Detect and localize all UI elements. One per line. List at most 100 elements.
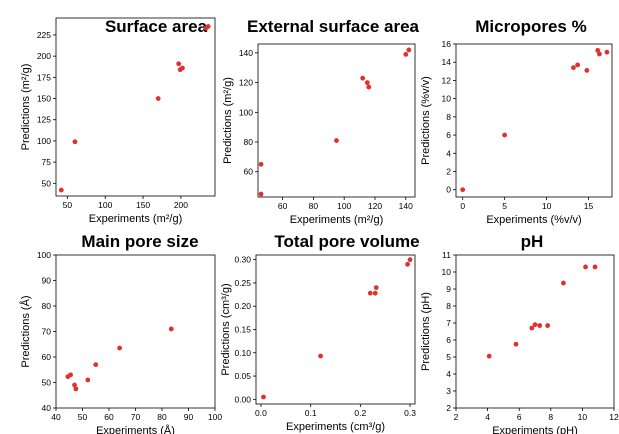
y-tick-label: 0 xyxy=(446,185,451,195)
data-point xyxy=(156,96,161,101)
x-tick-label: 0.0 xyxy=(255,408,267,418)
y-tick-label: 0.25 xyxy=(234,278,251,288)
x-tick-label: 60 xyxy=(104,412,114,422)
data-point xyxy=(502,133,507,138)
y-tick-label: 0.10 xyxy=(234,348,251,358)
x-tick-label: 5 xyxy=(502,201,507,211)
data-point xyxy=(366,85,371,90)
chart-title: Main pore size xyxy=(81,232,198,251)
y-tick-label: 60 xyxy=(244,167,254,177)
x-tick-label: 4 xyxy=(485,412,490,422)
x-tick-label: 80 xyxy=(157,412,167,422)
data-point xyxy=(537,323,542,328)
x-axis-label: Experiments (m²/g) xyxy=(290,214,384,226)
data-point xyxy=(68,372,73,377)
y-tick-label: 4 xyxy=(446,369,451,379)
y-tick-label: 175 xyxy=(37,72,51,82)
data-point xyxy=(259,162,264,167)
chart-ph: pH Experiments (pH) Predictions (pH) 2 4 6… xyxy=(420,232,619,434)
x-tick-label: 120 xyxy=(368,201,382,211)
x-tick-label: 10 xyxy=(542,201,552,211)
y-tick-label: 8 xyxy=(446,301,451,311)
x-tick-label: 2 xyxy=(454,412,459,422)
data-point xyxy=(408,257,413,262)
chart-external-surface-area: External surface area Experiments (m²/g)… xyxy=(222,17,420,226)
y-tick-label: 80 xyxy=(244,137,254,147)
data-point xyxy=(405,262,410,267)
x-tick-label: 6 xyxy=(517,412,522,422)
y-tick-label: 125 xyxy=(37,115,51,125)
y-tick-label: 90 xyxy=(42,276,52,286)
data-point xyxy=(406,48,411,53)
data-point xyxy=(93,362,98,367)
chart-title: pH xyxy=(521,232,544,251)
y-axis-label: Predictions (m²/g) xyxy=(222,77,234,164)
data-point xyxy=(85,378,90,383)
y-tick-label: 8 xyxy=(446,112,451,122)
x-axis-label: Experiments (Å) xyxy=(96,424,175,434)
data-point xyxy=(334,138,339,143)
data-point xyxy=(117,346,122,351)
y-tick-label: 100 xyxy=(239,107,253,117)
y-tick-label: 40 xyxy=(42,403,52,413)
x-tick-label: 50 xyxy=(78,412,88,422)
chart-title: Total pore volume xyxy=(274,232,419,251)
x-tick-label: 140 xyxy=(399,201,413,211)
data-point xyxy=(206,24,211,29)
plot-area xyxy=(456,44,612,197)
y-axis-label: Predictions (cm³/g) xyxy=(220,283,232,375)
x-tick-label: 50 xyxy=(63,200,73,210)
x-tick-label: 100 xyxy=(98,200,112,210)
x-tick-label: 90 xyxy=(184,412,194,422)
y-tick-label: 9 xyxy=(446,284,451,294)
data-point xyxy=(487,354,492,359)
plot-area xyxy=(256,255,415,404)
y-tick-label: 16 xyxy=(442,39,452,49)
data-point xyxy=(261,395,266,400)
data-point xyxy=(545,323,550,328)
chart-title: Surface area xyxy=(105,17,208,36)
x-axis-label: Experiments (pH) xyxy=(492,425,578,434)
data-point xyxy=(403,52,408,57)
x-tick-label: 100 xyxy=(337,201,351,211)
x-tick-label: 40 xyxy=(51,412,61,422)
y-tick-label: 50 xyxy=(42,178,52,188)
x-tick-label: 0.3 xyxy=(404,408,416,418)
data-point xyxy=(583,265,588,270)
y-tick-label: 150 xyxy=(37,94,51,104)
y-tick-label: 0.15 xyxy=(234,325,251,335)
y-axis-label: Predictions (m²/g) xyxy=(20,64,32,151)
plot-area xyxy=(258,44,415,197)
x-tick-label: 10 xyxy=(578,412,588,422)
y-tick-label: 12 xyxy=(442,75,452,85)
x-tick-label: 70 xyxy=(131,412,141,422)
x-tick-label: 0.1 xyxy=(305,408,317,418)
y-tick-label: 120 xyxy=(239,78,253,88)
x-tick-label: 80 xyxy=(309,201,319,211)
data-point xyxy=(373,291,378,296)
y-axis-label: Predictions (Å) xyxy=(19,295,32,367)
chart-title: Micropores % xyxy=(475,17,586,36)
y-tick-label: 2 xyxy=(446,403,451,413)
data-point xyxy=(368,291,373,296)
chart-title: External surface area xyxy=(247,17,420,36)
data-point xyxy=(374,285,379,290)
data-point xyxy=(73,386,78,391)
y-tick-label: 50 xyxy=(42,378,52,388)
x-tick-label: 12 xyxy=(609,412,619,422)
y-tick-label: 200 xyxy=(37,51,51,61)
x-tick-label: 8 xyxy=(548,412,553,422)
data-point xyxy=(605,50,610,55)
plot-area xyxy=(56,18,215,196)
plot-area xyxy=(56,255,215,408)
y-tick-label: 60 xyxy=(42,352,52,362)
chart-micropores: Micropores % Experiments (%v/v) Predicti… xyxy=(420,17,612,226)
x-tick-label: 60 xyxy=(278,201,288,211)
y-tick-label: 75 xyxy=(42,157,52,167)
x-axis-label: Experiments (m²/g) xyxy=(89,213,183,225)
chart-main-pore-size: Main pore size Experiments (Å) Predictio… xyxy=(19,232,222,434)
data-point xyxy=(365,80,370,85)
data-point xyxy=(460,187,465,192)
y-tick-label: 0.30 xyxy=(234,255,251,265)
